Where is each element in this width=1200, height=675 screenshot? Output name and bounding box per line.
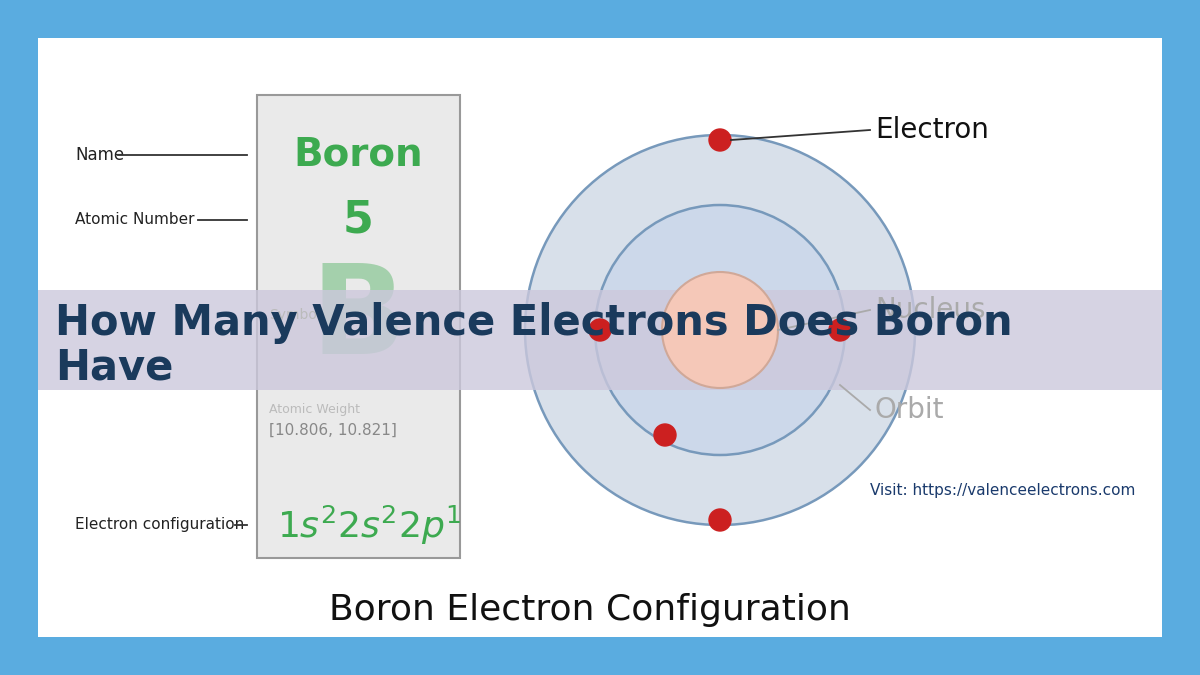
Text: B: B: [311, 259, 406, 381]
Text: 5: 5: [343, 198, 374, 242]
Text: $1s^{2}2s^{2}2p^{1}$: $1s^{2}2s^{2}2p^{1}$: [277, 504, 461, 547]
Bar: [257, 95, 460, 558]
Ellipse shape: [662, 272, 778, 388]
Text: Have: Have: [55, 347, 173, 389]
Text: How Many Valence Electrons Does Boron: How Many Valence Electrons Does Boron: [55, 302, 1013, 344]
Text: Nucleus: Nucleus: [875, 296, 985, 324]
Text: Orbit: Orbit: [875, 396, 944, 424]
Text: Symbol: Symbol: [269, 308, 320, 322]
Text: Electron configuration: Electron configuration: [74, 518, 245, 533]
Text: Name: Name: [74, 146, 124, 164]
Bar: [38, 290, 1162, 390]
Ellipse shape: [595, 205, 845, 455]
Text: Visit: https://valenceelectrons.com: Visit: https://valenceelectrons.com: [870, 483, 1135, 497]
Text: Boron Electron Configuration: Boron Electron Configuration: [329, 593, 851, 627]
Bar: [38, 38, 1162, 637]
Ellipse shape: [589, 319, 611, 341]
Ellipse shape: [654, 424, 676, 446]
Text: Electron: Electron: [875, 116, 989, 144]
Ellipse shape: [709, 509, 731, 531]
Text: Atomic Weight: Atomic Weight: [269, 404, 360, 416]
Ellipse shape: [829, 319, 851, 341]
Ellipse shape: [709, 129, 731, 151]
Ellipse shape: [526, 135, 916, 525]
Text: Boron: Boron: [294, 136, 424, 174]
Text: [10.806, 10.821]: [10.806, 10.821]: [269, 423, 397, 437]
Text: Atomic Number: Atomic Number: [74, 213, 194, 227]
